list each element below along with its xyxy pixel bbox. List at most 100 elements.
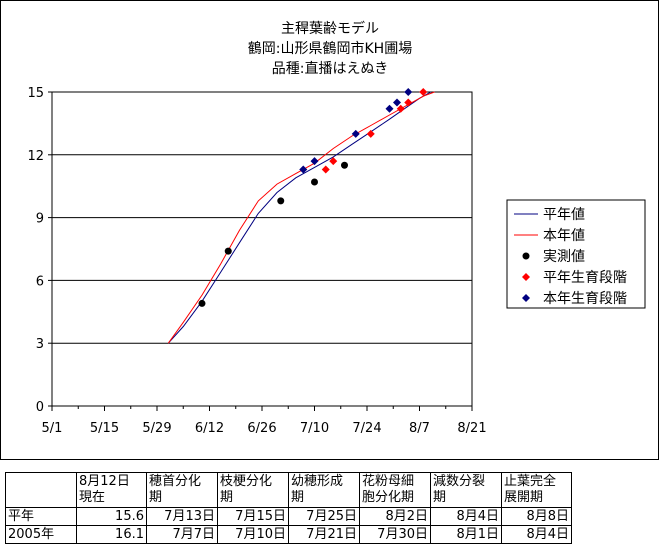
data-point (299, 165, 308, 174)
data-point (393, 98, 401, 107)
table-header-panicle-formation: 幼穂形成 期 (288, 472, 360, 508)
header-line: 幼穂形成 (291, 474, 344, 489)
data-point (385, 104, 394, 113)
y-tick-label: 12 (27, 149, 44, 164)
legend-label: 実測値 (543, 249, 585, 265)
table-header-branch-differentiation: 枝梗分化 期 (217, 472, 289, 508)
data-point (311, 178, 318, 186)
x-tick-label: 8/21 (457, 421, 486, 436)
data-point (277, 197, 285, 205)
table-header-pollen-mother-cell: 花粉母細 胞分化期 (359, 472, 431, 508)
table-header-row: 8月12日 現在 穂首分化 期 枝梗分化 期 幼穂形成 期 花粉母細 胞分化期 … (5, 472, 572, 508)
table-cell: 8月4日 (501, 525, 572, 544)
legend-item: 本年生育段階 (522, 291, 627, 307)
header-line: 展開期 (504, 490, 544, 505)
legend-swatch (522, 294, 530, 302)
table-cell: 7月30日 (359, 525, 431, 544)
chart-title-line-1: 主稈葉齢モデル (281, 20, 379, 37)
header-line: 止葉完全 (504, 474, 557, 489)
legend-label: 平年生育段階 (543, 270, 627, 286)
x-tick-label: 6/26 (247, 421, 276, 436)
table-cell: 8月4日 (430, 507, 502, 526)
table-cell: 7月7日 (146, 525, 218, 544)
y-tick-label: 3 (36, 337, 44, 352)
series-line (167, 91, 432, 344)
header-line: 穂首分化 (149, 474, 202, 489)
series-4 (299, 88, 413, 174)
data-point (329, 157, 338, 166)
legend-item: 平年生育段階 (522, 270, 627, 286)
plot-area (51, 91, 473, 407)
table-cell: 7月10日 (217, 525, 289, 544)
chart-title-line-3: 品種:直播はえぬき (272, 60, 388, 77)
y-tick-label: 6 (36, 274, 44, 289)
leaf-age-chart: 主稈葉齢モデル 鶴岡:山形県鶴岡市KH圃場 品種:直播はえぬき 5/1 5/15 5… (0, 0, 659, 460)
x-tick-label: 6/12 (195, 421, 224, 436)
data-point (351, 129, 360, 138)
legend-swatch (522, 252, 530, 260)
x-tick-label: 5/29 (142, 421, 171, 436)
data-point (198, 299, 206, 307)
y-tick-label: 9 (36, 212, 44, 227)
table-row: 2005年 16.1 7月7日 7月10日 7月21日 7月30日 8月1日 8… (5, 525, 572, 544)
data-point (419, 88, 428, 96)
y-tick-label: 15 (27, 86, 44, 101)
table-cell: 7月21日 (288, 525, 360, 544)
gridlines (52, 154, 472, 344)
table-cell: 8月8日 (501, 507, 572, 526)
row-label: 平年 (5, 507, 77, 526)
x-tick-label: 8/7 (409, 421, 430, 436)
table-header-flag-leaf: 止葉完全 展開期 (501, 472, 572, 508)
table-cell: 16.1 (76, 525, 147, 544)
y-tick-label: 0 (36, 400, 44, 415)
legend-item: 実測値 (522, 249, 585, 265)
header-line: 期 (433, 490, 447, 505)
data-point (224, 247, 232, 255)
chart-title-line-2: 鶴岡:山形県鶴岡市KH圃場 (248, 40, 412, 57)
data-point (404, 98, 413, 107)
header-line: 期 (220, 490, 234, 505)
data-point (341, 161, 348, 169)
x-axis: 5/1 5/15 5/29 6/12 6/26 7/10 7/24 8/7 8/21 (42, 406, 487, 436)
table-cell: 7月15日 (217, 507, 289, 526)
data-point (366, 129, 375, 138)
data-point (321, 165, 330, 174)
legend-item: 本年値 (514, 228, 585, 244)
legend-label: 本年値 (543, 228, 585, 244)
header-line: 胞分化期 (362, 490, 415, 505)
header-line: 減数分裂 (433, 474, 486, 489)
growth-stage-table: 8月12日 現在 穂首分化 期 枝梗分化 期 幼穂形成 期 花粉母細 胞分化期 … (5, 472, 572, 544)
data-point (310, 157, 319, 166)
table-header-neck-differentiation: 穂首分化 期 (146, 472, 218, 508)
y-axis: 0 3 6 9 12 15 (27, 86, 52, 415)
header-line: 期 (149, 490, 163, 505)
table-cell: 7月13日 (146, 507, 218, 526)
x-tick-label: 5/15 (90, 421, 119, 436)
legend-label: 平年値 (543, 207, 585, 223)
legend-box (506, 199, 646, 309)
row-label: 2005年 (5, 525, 77, 544)
data-point (396, 104, 405, 113)
legend-label: 本年生育段階 (543, 291, 627, 307)
x-tick-label: 7/24 (352, 421, 381, 436)
table-cell: 8月1日 (430, 525, 502, 544)
x-tick-label: 7/10 (300, 421, 329, 436)
series-3 (321, 88, 428, 174)
data-point (404, 88, 413, 96)
header-line: 花粉母細 (362, 474, 415, 489)
table-cell: 7月25日 (288, 507, 360, 526)
table-header-meiosis: 減数分裂 期 (430, 472, 502, 508)
table-header-corner (5, 472, 77, 508)
series-2 (198, 161, 348, 307)
header-line: 現在 (79, 490, 106, 505)
header-line: 期 (291, 490, 305, 505)
series-0 (167, 91, 432, 344)
table-cell: 15.6 (76, 507, 147, 526)
table-cell: 8月2日 (359, 507, 431, 526)
x-tick-label: 5/1 (42, 421, 63, 436)
header-line: 8月12日 (79, 474, 130, 489)
chart-svg: 主稈葉齢モデル 鶴岡:山形県鶴岡市KH圃場 品種:直播はえぬき 5/1 5/15 5… (0, 0, 659, 460)
legend-swatch (522, 273, 530, 281)
header-line: 枝梗分化 (220, 474, 273, 489)
